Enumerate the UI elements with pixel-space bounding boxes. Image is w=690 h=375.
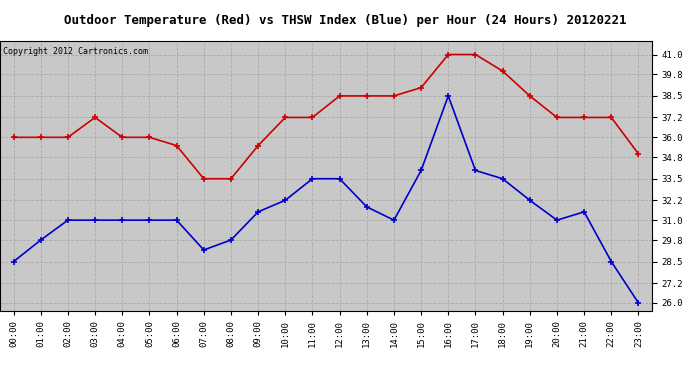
Text: Outdoor Temperature (Red) vs THSW Index (Blue) per Hour (24 Hours) 20120221: Outdoor Temperature (Red) vs THSW Index … xyxy=(63,14,627,27)
Text: Copyright 2012 Cartronics.com: Copyright 2012 Cartronics.com xyxy=(3,46,148,56)
